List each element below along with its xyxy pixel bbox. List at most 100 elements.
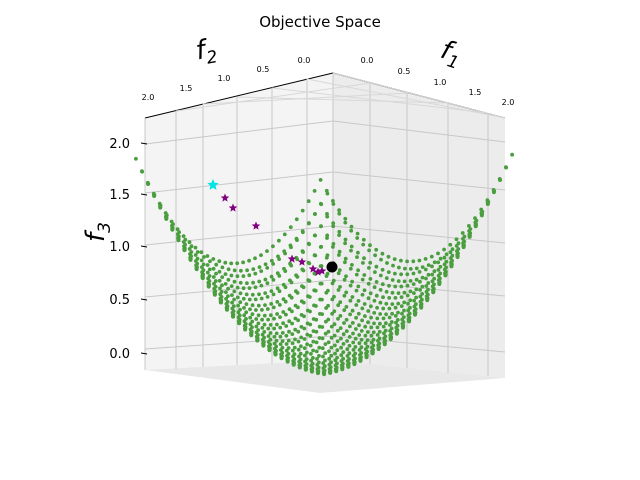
front-point [311,356,315,360]
front-point [413,307,418,311]
front-point [211,257,216,261]
front-point [223,260,228,265]
front-point [363,314,367,318]
front-point [214,271,218,276]
front-point [284,312,288,317]
front-point [378,300,383,305]
front-point [444,269,448,274]
front-point [256,333,260,337]
front-point [343,237,348,242]
front-point [365,353,369,358]
front-point [207,274,212,278]
front-point [357,323,361,328]
front-point [356,268,360,273]
front-point [343,256,348,261]
front-point [337,253,341,257]
front-point [225,300,230,304]
front-point [236,303,241,308]
front-point [219,289,224,294]
front-point [310,361,315,366]
front-point [256,303,261,308]
front-point [383,328,388,333]
z-tick-label: 1.0 [109,240,130,255]
front-point [396,279,401,283]
grid-line [306,78,506,119]
front-point [413,310,418,315]
x-tick-label: 0.0 [361,56,374,65]
front-point [357,333,362,337]
front-point [321,354,325,359]
front-point [205,270,210,275]
front-point [296,318,300,323]
front-point [351,348,356,352]
front-point [187,240,192,245]
z-tick-mark [140,245,148,248]
front-point [306,260,311,265]
front-point [229,261,234,266]
front-point [438,264,443,269]
front-point [374,247,379,252]
front-point [220,283,224,288]
front-point [396,310,400,315]
front-point [399,295,404,299]
front-point [363,341,368,346]
front-point [290,348,295,353]
front-point [296,339,301,344]
front-point [271,262,275,266]
front-point [164,216,169,220]
front-point [319,202,324,207]
front-point [217,269,222,274]
z-tick-mark [140,298,148,301]
front-point [253,297,258,302]
front-point [366,320,370,325]
front-point [176,237,181,242]
front-point [245,268,250,273]
front-point [436,251,440,256]
front-point [232,304,236,308]
front-point [268,323,273,327]
front-point [467,224,471,228]
front-point [343,241,347,246]
front-point [304,365,309,370]
front-point [373,270,377,274]
front-point [377,345,381,349]
front-point [361,242,366,247]
front-point [426,263,431,267]
front-point [348,266,353,271]
front-point [430,264,434,269]
front-point [425,292,430,297]
front-point [288,278,292,283]
front-point [450,253,455,258]
front-point [232,289,237,294]
front-point [253,256,257,261]
front-point [448,250,453,255]
front-point [378,312,383,316]
front-point [389,320,394,324]
front-point [282,232,287,237]
front-point [337,268,342,272]
front-point [140,169,145,174]
front-point [385,261,389,265]
front-point [272,341,277,346]
front-point [339,345,343,350]
front-point [338,285,342,289]
front-point [408,267,413,271]
front-point [431,286,436,291]
front-point [263,277,268,282]
front-point [390,311,394,316]
front-point [305,350,309,355]
front-point [278,334,283,339]
front-point [388,323,392,327]
front-point [387,306,392,311]
front-point [286,338,291,343]
front-point [420,275,425,280]
front-point [299,344,303,349]
front-point [278,315,282,319]
front-point [308,343,313,348]
front-point [217,278,222,283]
front-point [286,356,290,360]
front-point [183,242,188,247]
front-point [280,345,285,350]
front-point [448,242,453,247]
front-point [390,290,395,295]
